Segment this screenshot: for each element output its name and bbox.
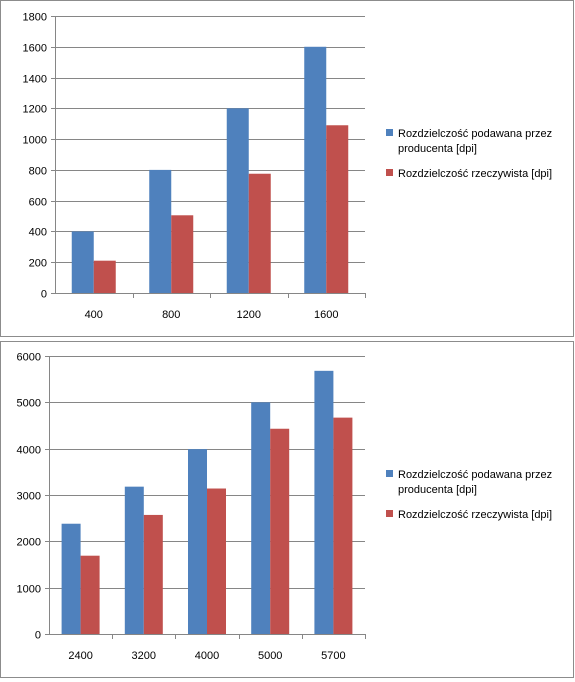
y-tick-label: 1200	[23, 104, 47, 116]
chart-panel-dpi-high: 0 1000 2000 3000 4000 5000 6000 2400 3200 4000 500…	[0, 341, 574, 678]
x-tick-label: 1600	[314, 309, 338, 321]
y-tick-label: 600	[29, 197, 47, 209]
x-tick-label: 1200	[237, 309, 261, 321]
y-tick-label: 4000	[17, 445, 41, 457]
legend-label: producenta [dpi]	[398, 143, 477, 155]
bar-declared-3200	[124, 486, 144, 634]
y-tick-label: 400	[29, 227, 47, 239]
bar-actual-2400	[80, 555, 100, 634]
legend-swatch-actual	[386, 510, 393, 517]
legend-swatch-declared	[386, 470, 393, 477]
y-tick-label: 6000	[17, 352, 41, 364]
x-tick-label: 2400	[68, 650, 92, 662]
legend-label: Rozdzielczość rzeczywista [dpi]	[398, 509, 552, 521]
legend-label: producenta [dpi]	[398, 484, 477, 496]
y-tick-label: 1000	[23, 135, 47, 147]
y-tick-label: 1600	[23, 43, 47, 55]
legend-swatch-declared	[386, 129, 393, 136]
chart-dpi-low: 0 200 400 600 800 1000 1200 1400 1600 1800 400 800 1…	[23, 12, 553, 322]
y-tick-label: 200	[29, 258, 47, 270]
bar-actual-1200	[248, 173, 271, 293]
x-tick-label: 5000	[258, 650, 282, 662]
y-tick-label: 0	[35, 630, 41, 642]
y-tick-label: 5000	[17, 398, 41, 410]
bar-declared-5000	[251, 402, 271, 634]
legend-swatch-actual	[386, 169, 393, 176]
x-tick-label: 800	[162, 309, 180, 321]
x-tick-label: 5700	[321, 650, 345, 662]
y-tick-label: 800	[29, 166, 47, 178]
bar-actual-3200	[143, 514, 163, 634]
bar-declared-400	[71, 231, 94, 293]
y-tick-label: 2000	[17, 537, 41, 549]
y-tick-label: 1400	[23, 74, 47, 86]
bar-actual-400	[93, 260, 116, 293]
bar-declared-2400	[61, 523, 81, 634]
y-tick-label: 1800	[23, 12, 47, 24]
legend-label: Rozdzielczość podawana przez	[398, 128, 552, 140]
y-tick-label: 1000	[17, 584, 41, 596]
bar-declared-4000	[188, 449, 207, 634]
chart-panel-dpi-low: 0 200 400 600 800 1000 1200 1400 1600 1800 400 800 1…	[0, 0, 574, 337]
x-tick-label: 4000	[195, 650, 219, 662]
chart-dpi-high: 0 1000 2000 3000 4000 5000 6000 2400 3200 4000 500…	[17, 352, 553, 663]
bar-declared-1200	[226, 108, 249, 293]
bar-declared-1600	[304, 46, 327, 294]
y-tick-label: 3000	[17, 491, 41, 503]
bar-actual-4000	[207, 488, 226, 634]
legend-label: Rozdzielczość rzeczywista [dpi]	[398, 168, 552, 180]
bar-declared-800	[149, 169, 172, 293]
bar-actual-1600	[326, 125, 349, 293]
y-tick-label: 0	[41, 289, 47, 301]
bar-actual-5700	[333, 417, 353, 634]
bar-actual-800	[171, 215, 194, 293]
bar-actual-5000	[270, 428, 290, 634]
x-tick-label: 400	[85, 309, 103, 321]
x-tick-label: 3200	[132, 650, 156, 662]
bar-declared-5700	[314, 370, 334, 634]
legend-label: Rozdzielczość podawana przez	[398, 469, 552, 481]
